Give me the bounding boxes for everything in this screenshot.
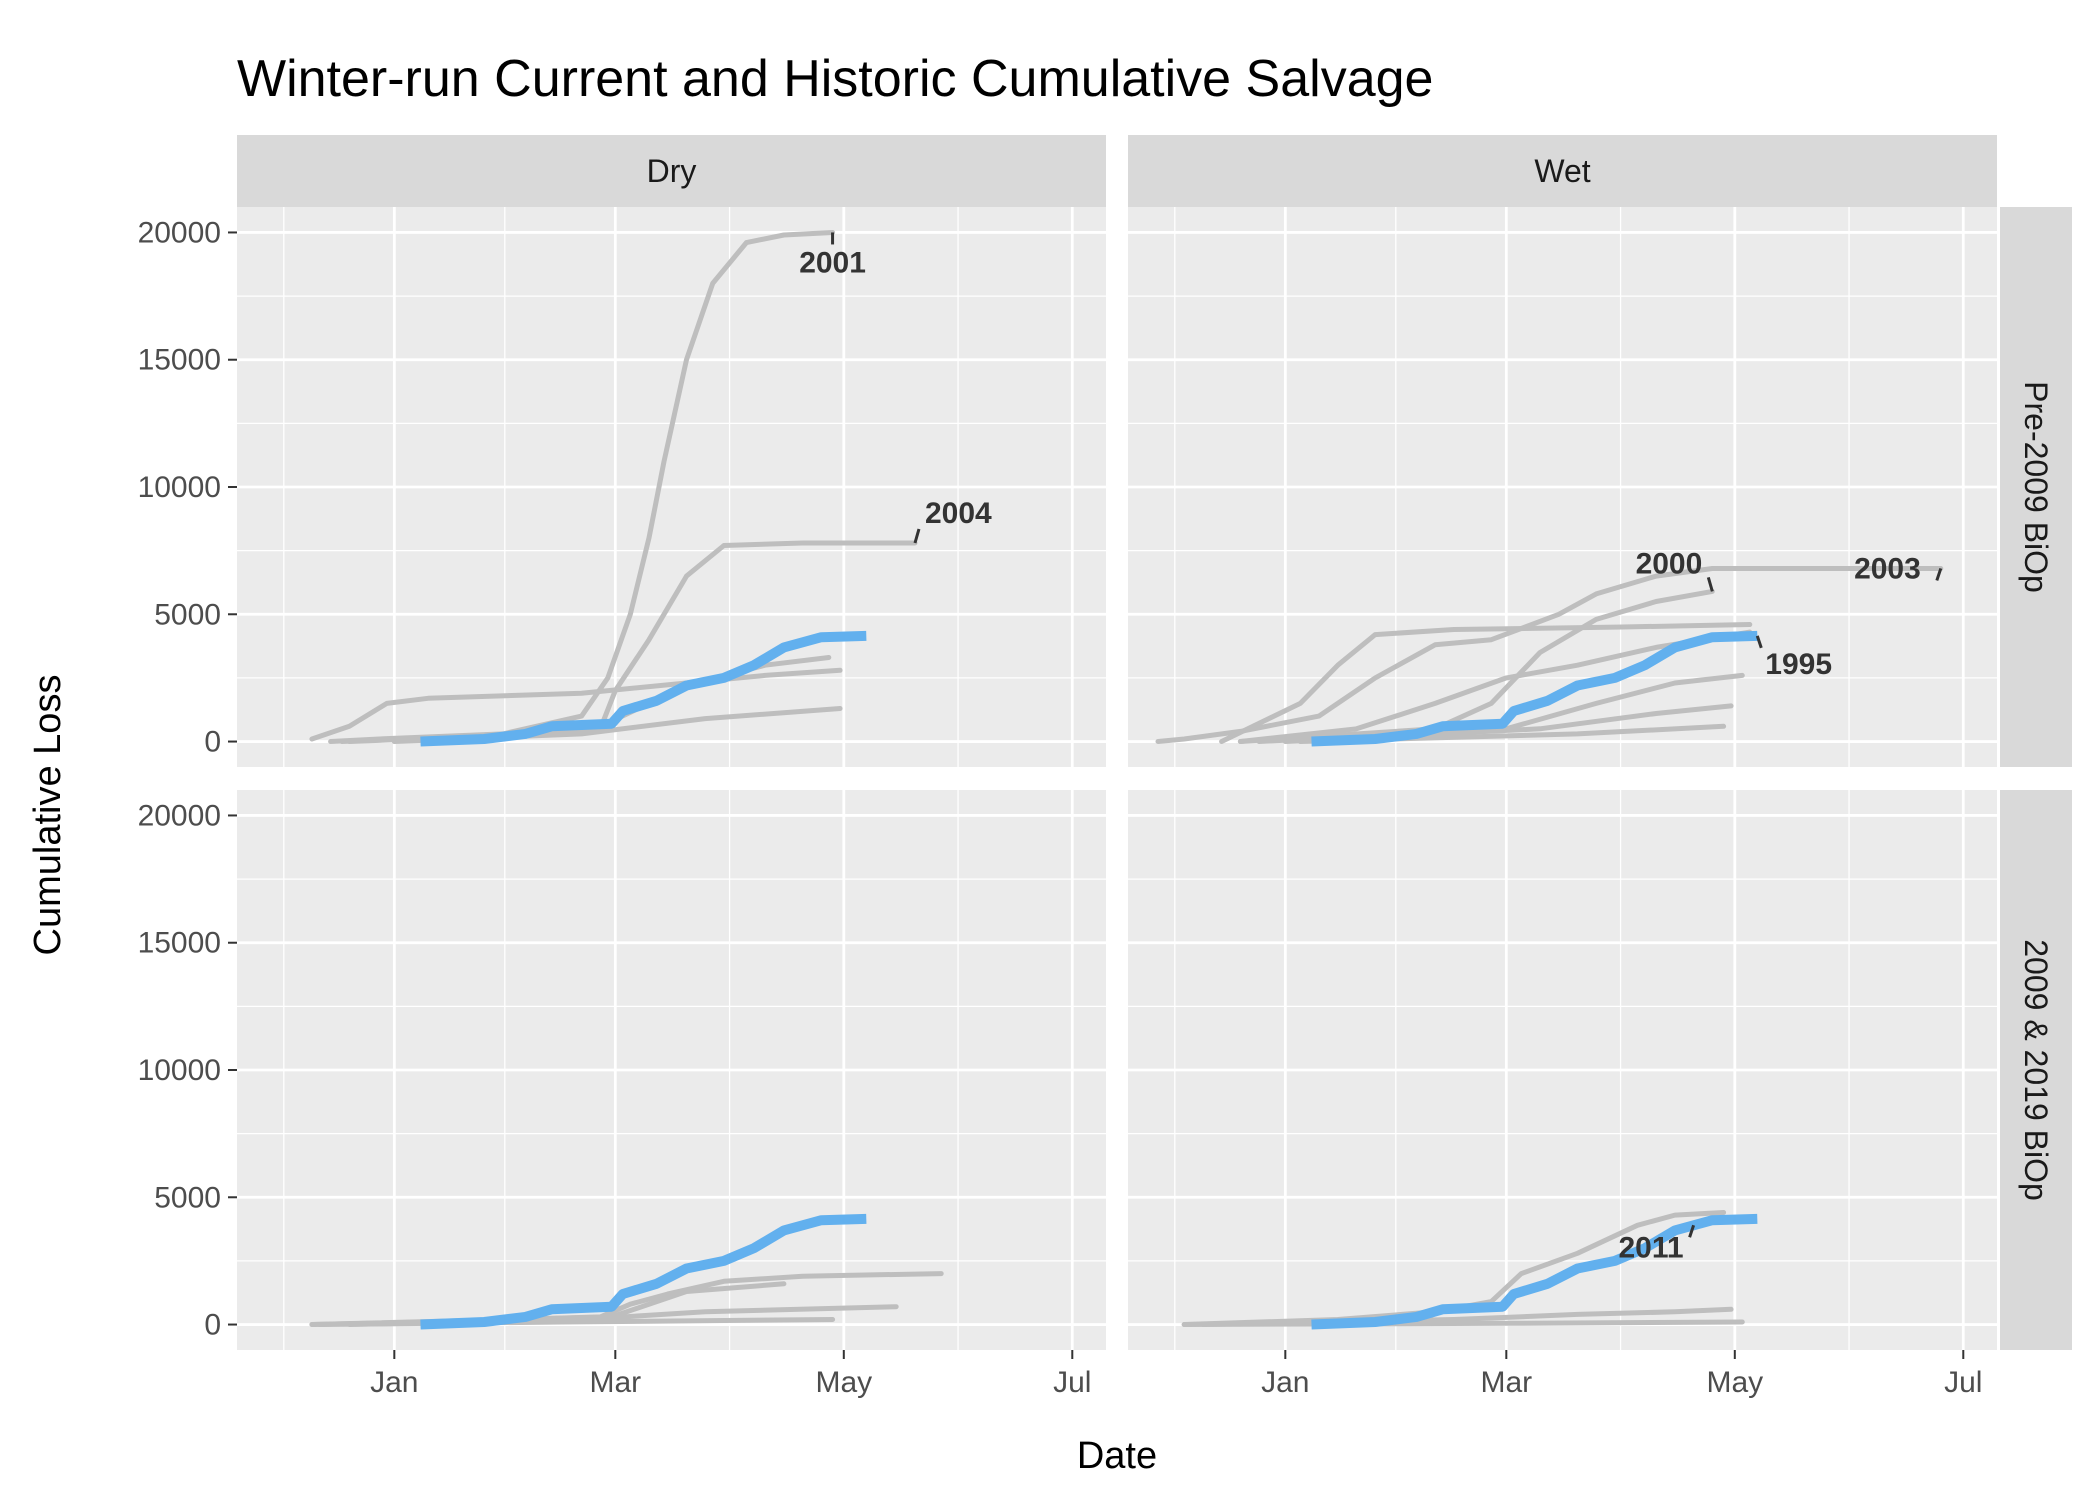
facet-strip-label: Wet xyxy=(1534,153,1590,189)
y-axis-title: Cumulative Loss xyxy=(27,675,69,956)
x-tick-label: Jan xyxy=(1261,1366,1309,1399)
x-tick-label: Jul xyxy=(1053,1366,1091,1399)
label-segment xyxy=(1706,576,1714,592)
x-tick-label: Jul xyxy=(1944,1366,1982,1399)
panel-dry-pre-2009: 2001 2004 0 5000 10000 15000 20000 xyxy=(138,207,1106,767)
chart-title: Winter-run Current and Historic Cumulati… xyxy=(237,50,1433,108)
y-tick-label: 20000 xyxy=(138,799,221,832)
year-label: 2000 xyxy=(1636,547,1703,580)
historic-series-line xyxy=(316,1317,836,1327)
y-tick-label: 20000 xyxy=(138,216,221,249)
panel-wet-pre-2009: 2000 2003 1995 xyxy=(1128,207,1997,767)
y-tick-label: 5000 xyxy=(154,1181,221,1214)
current-year-line xyxy=(420,1213,867,1330)
y-tick-label: 15000 xyxy=(138,927,221,960)
x-tick-label: Mar xyxy=(589,1366,641,1399)
y-tick-label: 0 xyxy=(204,726,221,759)
label-segment xyxy=(1688,1224,1696,1238)
facet-strip-row xyxy=(2000,790,2072,1350)
panel-dry-2009-2019: 0 5000 10000 15000 20000 Jan Mar May Jul xyxy=(138,790,1106,1399)
x-axis-title: Date xyxy=(1077,1435,1157,1477)
historic-series-line xyxy=(1181,1319,1745,1327)
current-year-line xyxy=(420,630,867,747)
facet-strip-row-label: 2009 & 2019 BiOp xyxy=(2018,939,2054,1201)
current-year-line xyxy=(1311,630,1758,747)
year-label: 1995 xyxy=(1765,648,1832,681)
x-tick-label: May xyxy=(815,1366,872,1399)
x-tick-label: May xyxy=(1706,1366,1763,1399)
facet-strip-row xyxy=(2000,207,2072,767)
label-segment xyxy=(913,528,921,544)
y-tick-label: 5000 xyxy=(154,598,221,631)
historic-series-line xyxy=(1181,1210,1727,1327)
year-label: 2003 xyxy=(1854,552,1921,585)
panel-wet-2009-2019: 2011 Jan Mar May Jul xyxy=(1128,790,1997,1399)
label-segment xyxy=(1935,567,1943,581)
y-tick-label: 0 xyxy=(204,1309,221,1342)
facet-strip-row-label: Pre-2009 BiOp xyxy=(2018,381,2054,593)
label-segment xyxy=(1755,635,1763,649)
x-tick-label: Jan xyxy=(370,1366,418,1399)
facet-strip-label: Dry xyxy=(647,153,697,189)
x-tick-label: Mar xyxy=(1480,1366,1532,1399)
historic-series-line xyxy=(309,667,843,742)
y-tick-label: 10000 xyxy=(138,1054,221,1087)
facet-strip-wet xyxy=(1128,135,1997,207)
current-year-line xyxy=(1311,1213,1758,1330)
year-label: 2001 xyxy=(799,246,866,279)
year-label: 2011 xyxy=(1619,1231,1684,1264)
historic-series-line xyxy=(1155,566,1944,744)
historic-series-line xyxy=(1237,629,1753,744)
facet-strip-dry xyxy=(237,135,1106,207)
y-tick-label: 10000 xyxy=(138,471,221,504)
year-label: 2004 xyxy=(925,497,992,530)
y-tick-label: 15000 xyxy=(138,344,221,377)
historic-series-line xyxy=(1219,622,1753,744)
